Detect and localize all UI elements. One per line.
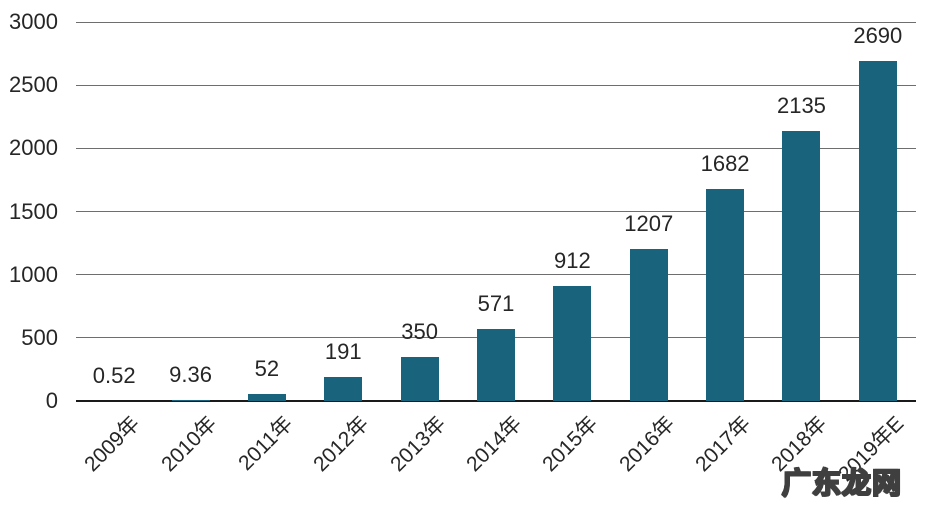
bar-value-label: 1682 (700, 150, 750, 176)
bar (324, 376, 363, 401)
y-tick-label: 1500 (9, 198, 58, 224)
bar-value-label: 52 (254, 356, 280, 382)
bar-value-label: 571 (477, 290, 515, 316)
bar (553, 285, 592, 401)
bar (782, 131, 821, 401)
bar-value-label: 350 (401, 318, 438, 344)
bar (400, 356, 439, 401)
bar (858, 61, 897, 401)
bar-value-label: 2135 (776, 93, 826, 119)
grid-line (76, 274, 916, 276)
bar-value-label: 191 (324, 338, 362, 364)
grid-line (76, 211, 916, 212)
y-tick-label: 2500 (9, 72, 58, 98)
bar-value-label: 912 (554, 247, 591, 273)
bar-value-label: 9.36 (169, 361, 212, 387)
bar-value-label: 2690 (853, 23, 903, 49)
grid-line (76, 21, 916, 23)
bar (477, 328, 515, 401)
bar-value-label: 1207 (624, 210, 674, 236)
x-axis-line (76, 400, 916, 402)
watermark: 广东龙网 (781, 467, 902, 501)
y-tick-label: 1000 (9, 261, 58, 287)
y-tick-label: 0 (45, 388, 58, 413)
bar-value-label: 0.52 (92, 362, 136, 388)
bar (629, 248, 668, 401)
bar (706, 188, 745, 401)
y-tick-label: 3000 (9, 9, 58, 34)
y-tick-label: 2000 (9, 135, 58, 161)
grid-line (76, 84, 916, 86)
grid-line (76, 147, 916, 149)
bar (247, 394, 286, 401)
bar (171, 399, 210, 401)
y-tick-label: 500 (21, 324, 58, 350)
